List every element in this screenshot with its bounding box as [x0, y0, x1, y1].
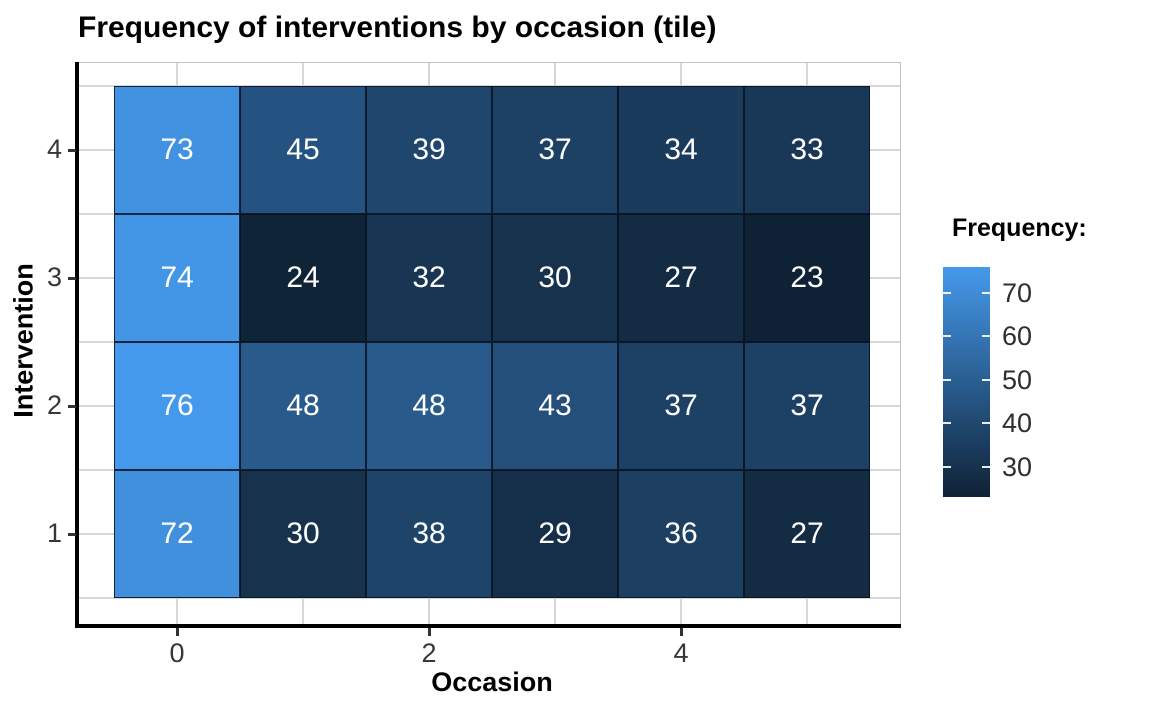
tile-value-label: 38 — [412, 517, 446, 550]
tile-value-label: 34 — [664, 133, 698, 166]
x-tick-mark — [427, 628, 431, 636]
legend-tick-mark — [943, 422, 951, 425]
legend-tick-mark — [943, 292, 951, 295]
y-tick-mark — [68, 276, 76, 280]
legend-tick-mark — [982, 422, 990, 425]
x-tick-label: 4 — [673, 638, 689, 668]
legend-title: Frequency: — [952, 214, 1087, 242]
y-axis-line — [75, 62, 79, 628]
heatmap-tile: 27 — [744, 470, 870, 598]
heatmap-tile: 32 — [366, 214, 492, 342]
y-tick-mark — [68, 404, 76, 408]
heatmap-tile: 48 — [366, 342, 492, 470]
heatmap-tile: 23 — [744, 214, 870, 342]
heatmap-tile: 33 — [744, 86, 870, 214]
x-axis-title: Occasion — [431, 667, 553, 697]
tile-value-label: 30 — [286, 517, 320, 550]
x-axis-line — [75, 624, 901, 628]
y-tick-label: 3 — [46, 262, 62, 292]
heatmap-tile: 24 — [240, 214, 366, 342]
tile-value-label: 27 — [790, 517, 824, 550]
tile-value-label: 48 — [286, 389, 320, 422]
legend-tick-label: 60 — [1002, 321, 1033, 352]
tile-value-label: 39 — [412, 133, 446, 166]
legend-colorbar — [943, 267, 990, 497]
tile-value-label: 32 — [412, 261, 446, 294]
y-axis-title: Intervention — [8, 263, 39, 418]
y-tick-label: 1 — [46, 518, 62, 548]
legend-tick-label: 30 — [1002, 451, 1033, 482]
heatmap-tile: 74 — [114, 214, 240, 342]
heatmap-tile: 37 — [618, 342, 744, 470]
x-tick-mark — [679, 628, 683, 636]
tile-value-label: 33 — [790, 133, 824, 166]
heatmap-tile: 34 — [618, 86, 744, 214]
heatmap-tile: 43 — [492, 342, 618, 470]
y-tick-label: 4 — [46, 134, 62, 164]
heatmap-tile: 37 — [492, 86, 618, 214]
heatmap-tile: 30 — [492, 214, 618, 342]
tile-value-label: 29 — [538, 517, 572, 550]
legend-tick-label: 40 — [1002, 408, 1033, 439]
tile-value-label: 30 — [538, 261, 572, 294]
tile-value-label: 36 — [664, 517, 698, 550]
tile-value-label: 43 — [538, 389, 572, 422]
tile-value-label: 73 — [160, 133, 194, 166]
tile-value-label: 23 — [790, 261, 824, 294]
legend-tick-mark — [943, 378, 951, 381]
tile-value-label: 48 — [412, 389, 446, 422]
y-tick-label: 2 — [46, 390, 62, 420]
heatmap-tile: 76 — [114, 342, 240, 470]
heatmap-tile: 73 — [114, 86, 240, 214]
heatmap-tile: 30 — [240, 470, 366, 598]
tile-value-label: 74 — [160, 261, 194, 294]
tile-value-label: 45 — [286, 133, 320, 166]
heatmap-tile: 48 — [240, 342, 366, 470]
legend-tick-mark — [982, 292, 990, 295]
y-tick-mark — [68, 532, 76, 536]
x-tick-label: 0 — [169, 638, 185, 668]
legend-tick-mark — [982, 335, 990, 338]
tile-value-label: 37 — [664, 389, 698, 422]
tile-value-label: 76 — [160, 389, 194, 422]
panel-border-right — [900, 62, 901, 627]
heatmap-tile: 37 — [744, 342, 870, 470]
heatmap-tile: 29 — [492, 470, 618, 598]
legend-tick-mark — [982, 465, 990, 468]
heatmap-tile: 38 — [366, 470, 492, 598]
legend-tick-mark — [943, 335, 951, 338]
tile-value-label: 27 — [664, 261, 698, 294]
tile-value-label: 24 — [286, 261, 320, 294]
tile-value-label: 37 — [538, 133, 572, 166]
gridline-horizontal — [79, 597, 900, 599]
y-tick-mark — [68, 148, 76, 152]
plot-panel: 73 45 39 37 34 33 74 24 32 30 27 23 76 48 48 43 37 37 72 30… — [78, 62, 901, 627]
heatmap-tile: 45 — [240, 86, 366, 214]
heatmap-tile: 72 — [114, 470, 240, 598]
x-tick-label: 2 — [421, 638, 437, 668]
panel-border-top — [78, 62, 901, 63]
legend-tick-mark — [982, 378, 990, 381]
legend-tick-label: 50 — [1002, 364, 1033, 395]
heatmap-tile: 36 — [618, 470, 744, 598]
legend-tick-label: 70 — [1002, 278, 1033, 309]
legend-tick-mark — [943, 465, 951, 468]
chart-title: Frequency of interventions by occasion (… — [78, 11, 717, 44]
tile-value-label: 72 — [160, 517, 194, 550]
heatmap-tile: 27 — [618, 214, 744, 342]
tile-value-label: 37 — [790, 389, 824, 422]
heatmap-tile: 39 — [366, 86, 492, 214]
x-tick-mark — [175, 628, 179, 636]
